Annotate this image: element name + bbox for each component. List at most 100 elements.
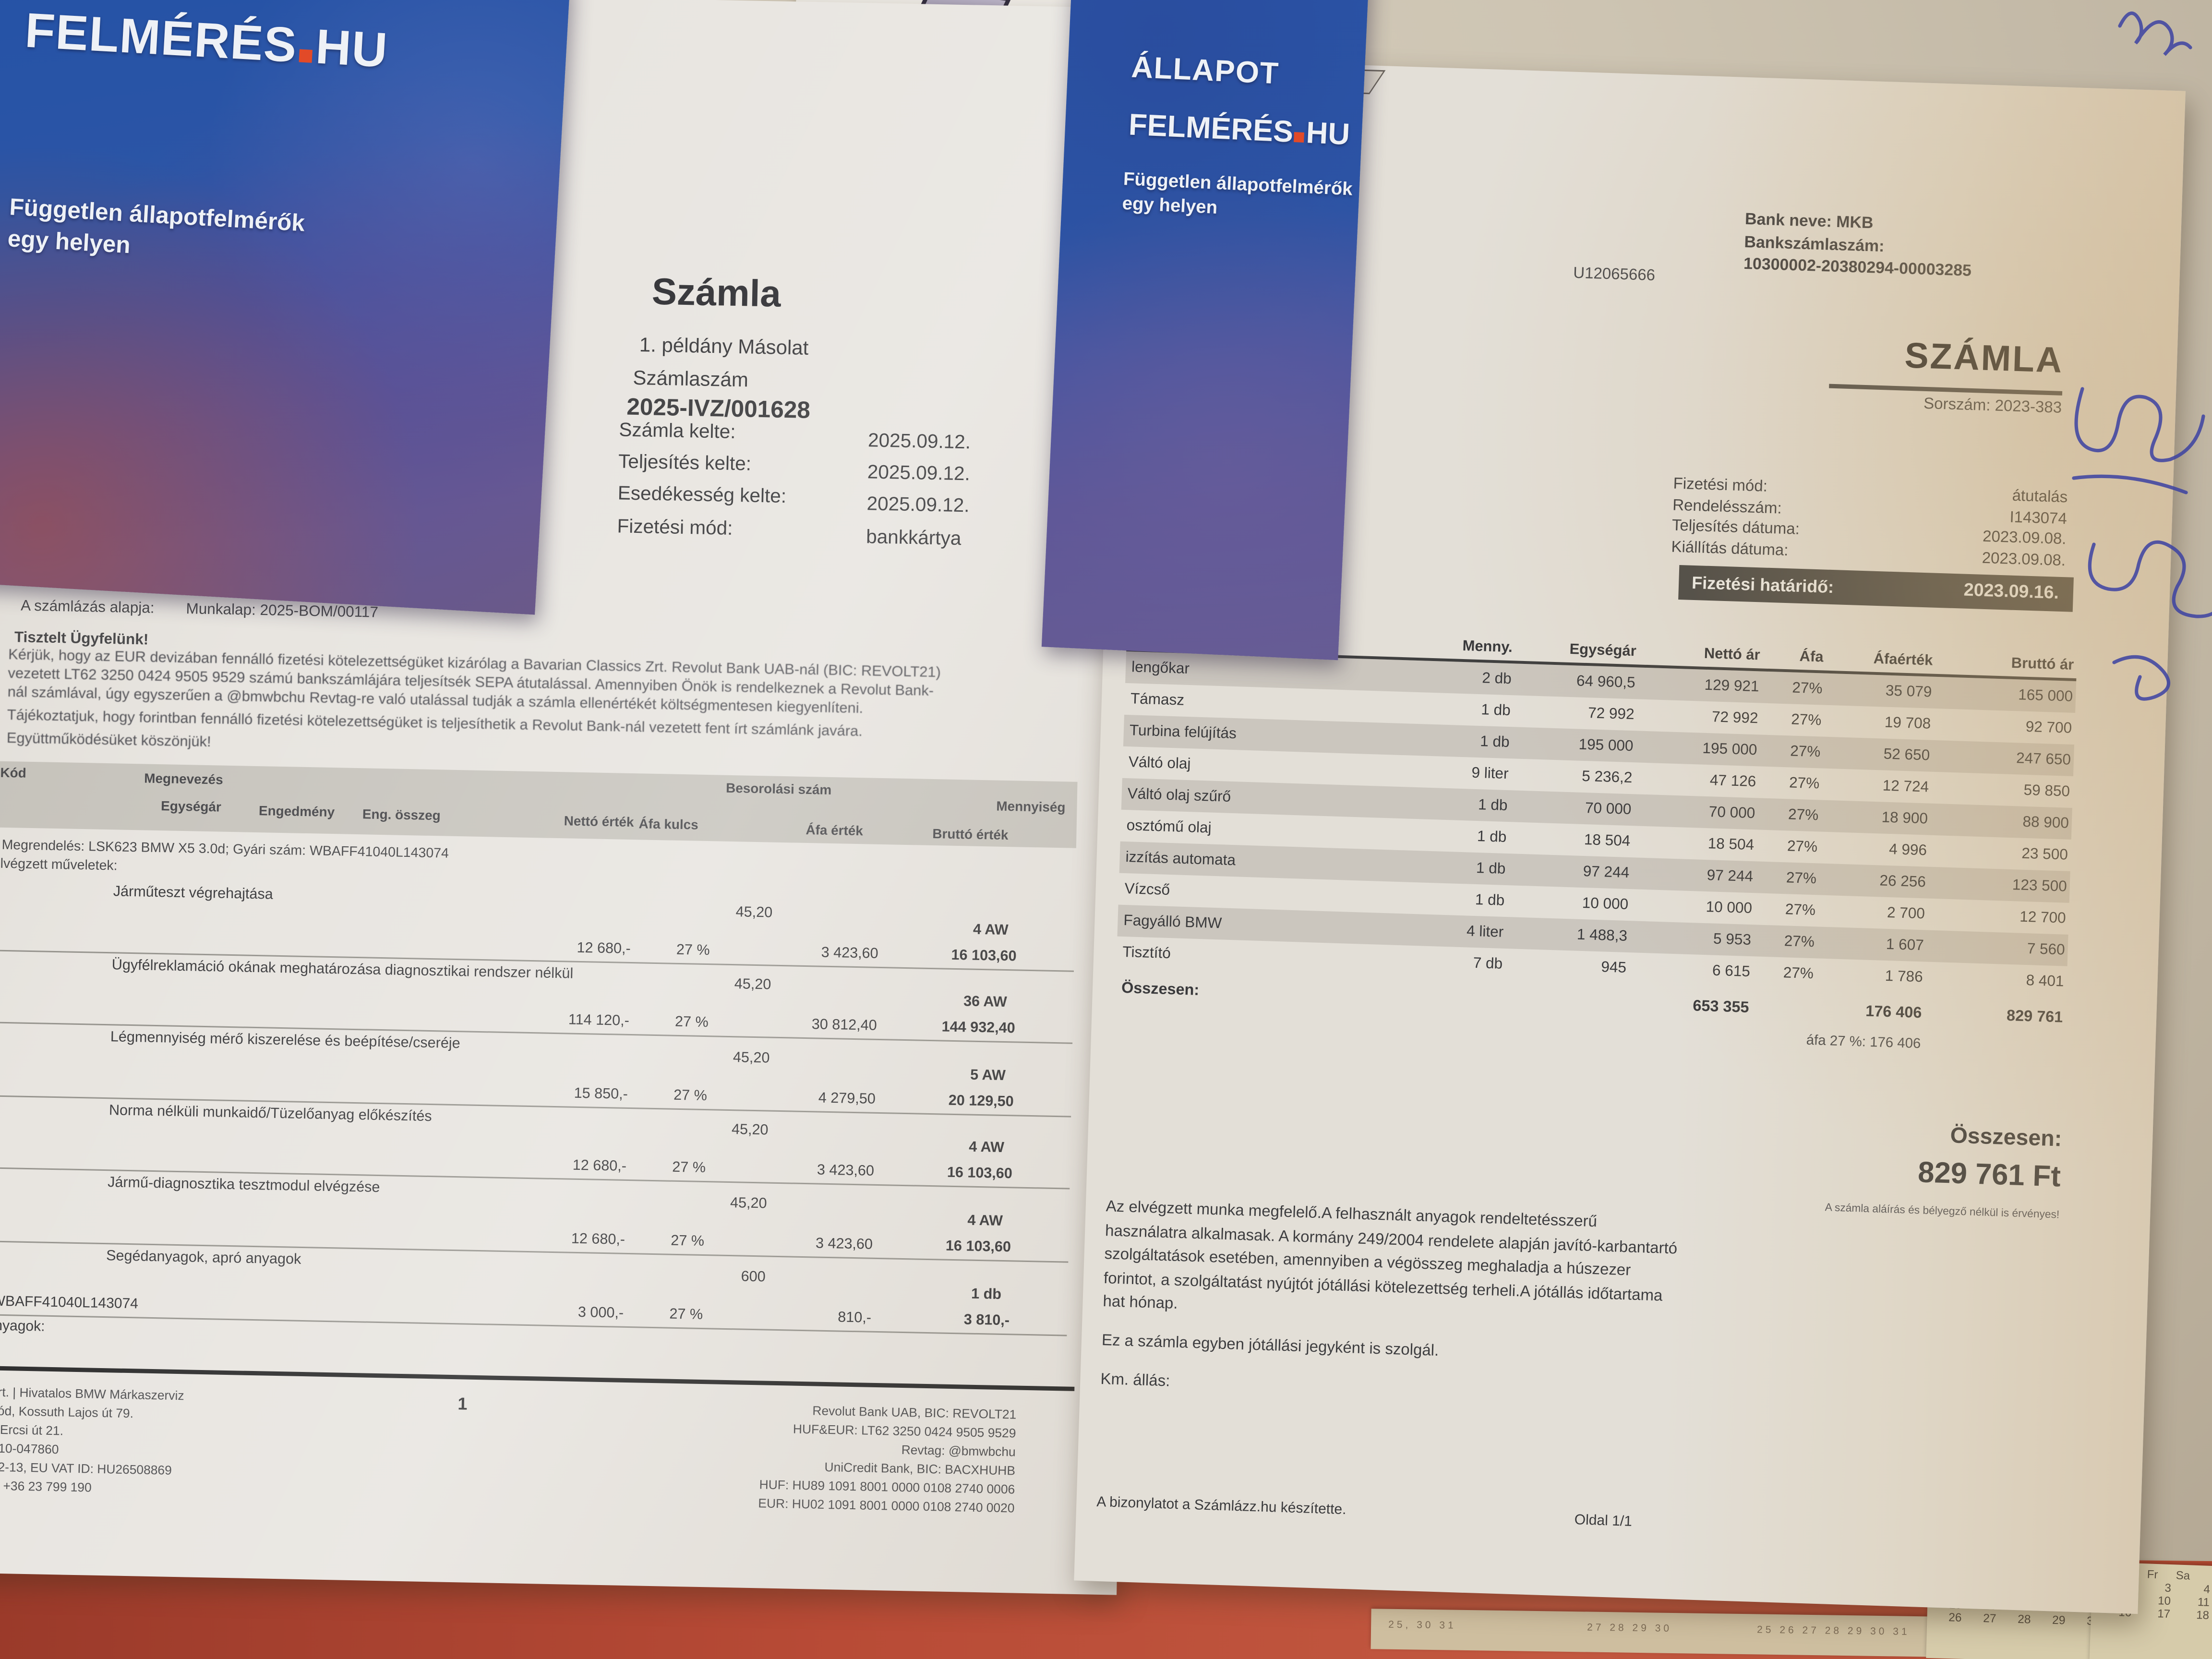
calendar-day-header: Sa [2176, 1569, 2190, 1583]
item-vat-value: 2 700 [1887, 904, 1925, 923]
spacer [1501, 992, 1625, 1024]
item-quantity: 4 AW [973, 922, 1009, 938]
item-net: 5 953 [1713, 930, 1752, 950]
calendar-day: 4 [2203, 1583, 2211, 1596]
calendar-day-header-sunday: S [2203, 1570, 2212, 1583]
item-unit-price: 97 244 [1583, 863, 1630, 882]
item-vat-value: 30 812,40 [811, 1017, 877, 1035]
paragraph: Kérjük, hogy az EUR devizában fennálló f… [7, 647, 941, 717]
col-header: Áfaérték [1873, 651, 1933, 670]
footer-bank-info: Revolut Bank UAB, BIC: REVOLT21 HUF&EUR: … [551, 1397, 1016, 1518]
item-vat-value: 26 256 [1879, 872, 1926, 891]
total-net: 653 355 [1692, 998, 1750, 1017]
warranty-paragraph: Az elvégzett munka megfelelő.A felhaszná… [1102, 1198, 1678, 1314]
item-vat-rate: 27% [1786, 869, 1817, 888]
km-line: Km. állás: [1100, 1370, 1170, 1390]
footer-rule [0, 1365, 1075, 1391]
item-gross: 8 401 [2026, 972, 2065, 991]
item-quantity: 1 db [1478, 796, 1508, 815]
col-header: Bruttó érték [932, 827, 1009, 843]
spacer [1748, 999, 1813, 1030]
flyer-subtitle: Független állapotfelmérők egy helyen [7, 193, 306, 271]
total-gross: 829 761 [2006, 1007, 2063, 1027]
item-vat-rate: 27 % [676, 942, 710, 959]
calendar-day: 28 [2017, 1612, 2031, 1626]
section-line: elvégzett műveletek: [0, 856, 118, 875]
item-class-number: 45,20 [731, 1123, 769, 1140]
item-unit-price: 5 236,2 [1581, 768, 1633, 787]
item-vat-value: 4 996 [1888, 841, 1927, 860]
due-label: Fizetési határidő: [1691, 572, 1834, 598]
item-vat-rate: 27% [1784, 933, 1815, 951]
item-vat-value: 1 607 [1886, 936, 1924, 955]
meta-label: Számla kelte: [619, 419, 736, 443]
footer-line: u tel: +36 23 799 190 [0, 1478, 92, 1495]
document-reference: U12065666 [1573, 264, 1656, 285]
item-net: 129 921 [1704, 676, 1760, 696]
meta-label: Esedékesség kelte: [617, 482, 787, 508]
item-gross: 12 700 [2019, 908, 2067, 927]
item-net: 15 850,- [574, 1086, 628, 1103]
item-vat-rate: 27% [1788, 806, 1819, 825]
item-vat-rate: 27 % [669, 1306, 703, 1323]
col-header: Áfa kulcs [638, 817, 698, 832]
item-vat-rate: 27 % [673, 1088, 708, 1105]
invoice-meta: Fizetési mód: átutalás Rendelésszám: I14… [1671, 476, 2071, 572]
item-gross: 16 103,60 [945, 1238, 1011, 1256]
footer-line: Revtag: @bmwbchu [901, 1443, 1016, 1459]
calendar-strip-under-invoice: 25, 30 31 27 28 29 30 25 26 27 28 29 30 … [1370, 1609, 1976, 1658]
footer-line: UniCredit Bank, BIC: BACXHUHB [824, 1459, 1016, 1478]
invoice-meta: Számla kelte: 2025.09.12. Teljesítés kel… [617, 419, 974, 553]
item-quantity: 1 db [1475, 891, 1505, 910]
col-header: Eng. összeg [362, 807, 441, 823]
meta-label: Kiállítás dátuma: [1671, 538, 1789, 559]
line-item-row: 760 Légmennyiség mérő kiszerelése és beé… [0, 1023, 1073, 1118]
calendar-day: 27 [1983, 1611, 1996, 1625]
item-class-number: 45,20 [735, 904, 773, 921]
flyer-title-main: FELMÉRÉS HU [1128, 108, 1351, 153]
item-vat-rate: 27% [1790, 743, 1821, 761]
footer-line: HUF: HU89 1091 8001 0000 0108 2740 0006 [759, 1477, 1015, 1497]
item-gross: 23 500 [2021, 845, 2068, 864]
item-vat-rate: 27% [1783, 964, 1814, 983]
item-description: Segédanyagok, apró anyagok [106, 1249, 301, 1268]
calendar-day: 11 [2197, 1596, 2210, 1609]
order-line: Megrendelés: LSK623 BMW X5 3.0d; Gyári s… [1, 837, 449, 862]
footer-line: Revolut Bank UAB, BIC: REVOLT21 [812, 1403, 1017, 1422]
footer-line: 869-2-13, EU VAT ID: HU26508869 [0, 1459, 172, 1478]
col-header: Megnevezés [144, 771, 223, 787]
item-name: Turbina felújítás [1129, 722, 1237, 743]
payment-instructions: Kérjük, hogy az EUR devizában fennálló f… [6, 648, 944, 771]
meta-row: Teljesítés kelte: 2025.09.12. [618, 451, 973, 490]
item-net: 12 680,- [572, 1158, 627, 1176]
col-header: Áfa [1799, 649, 1824, 666]
meta-value: bankkártya [866, 525, 962, 549]
item-vat-rate: 27% [1787, 838, 1818, 856]
item-net: 72 992 [1711, 709, 1758, 728]
col-header: Engedmény [258, 804, 335, 820]
line-item-row: Segédanyagok, apró anyagok 600 1 db 3 00… [0, 1242, 1069, 1336]
item-net: 47 126 [1709, 772, 1756, 791]
item-unit-price: 10 000 [1582, 894, 1629, 914]
item-quantity: 9 liter [1471, 764, 1509, 783]
item-unit-price: 70 000 [1585, 800, 1632, 819]
item-quantity: 2 db [1481, 670, 1512, 688]
flyer-center: ÁLLAPOT FELMÉRÉS HU Független állapotfelm… [1041, 0, 1370, 661]
meta-label: Teljesítés kelte: [618, 450, 752, 475]
footer-line: HUF&EUR: LT62 3250 0424 9505 9529 [793, 1421, 1016, 1441]
item-name: lengőkar [1131, 659, 1190, 678]
red-dot-icon [1294, 132, 1305, 143]
calendar-day: 17 [2157, 1607, 2171, 1621]
grand-total-label: Összesen: [1949, 1124, 2062, 1152]
item-unit-price: 18 504 [1584, 831, 1631, 851]
line-item-row: 1351 Ügyfélreklamáció okának meghatározá… [0, 950, 1074, 1045]
footer-line: Érd, Ercsi út 21. [0, 1422, 64, 1438]
greeting: Tisztelt Ügyfelünk! [14, 629, 149, 649]
pen-scribble [2072, 11, 2212, 701]
meta-row: Esedékesség kelte: 2025.09.12. [617, 482, 972, 521]
item-quantity: 5 AW [970, 1067, 1006, 1084]
flyer-brand-word: FELMÉRÉS [24, 3, 299, 74]
item-description: Járműteszt végrehajtása [113, 884, 273, 903]
copy-line: 1. példány Másolat [639, 333, 809, 359]
